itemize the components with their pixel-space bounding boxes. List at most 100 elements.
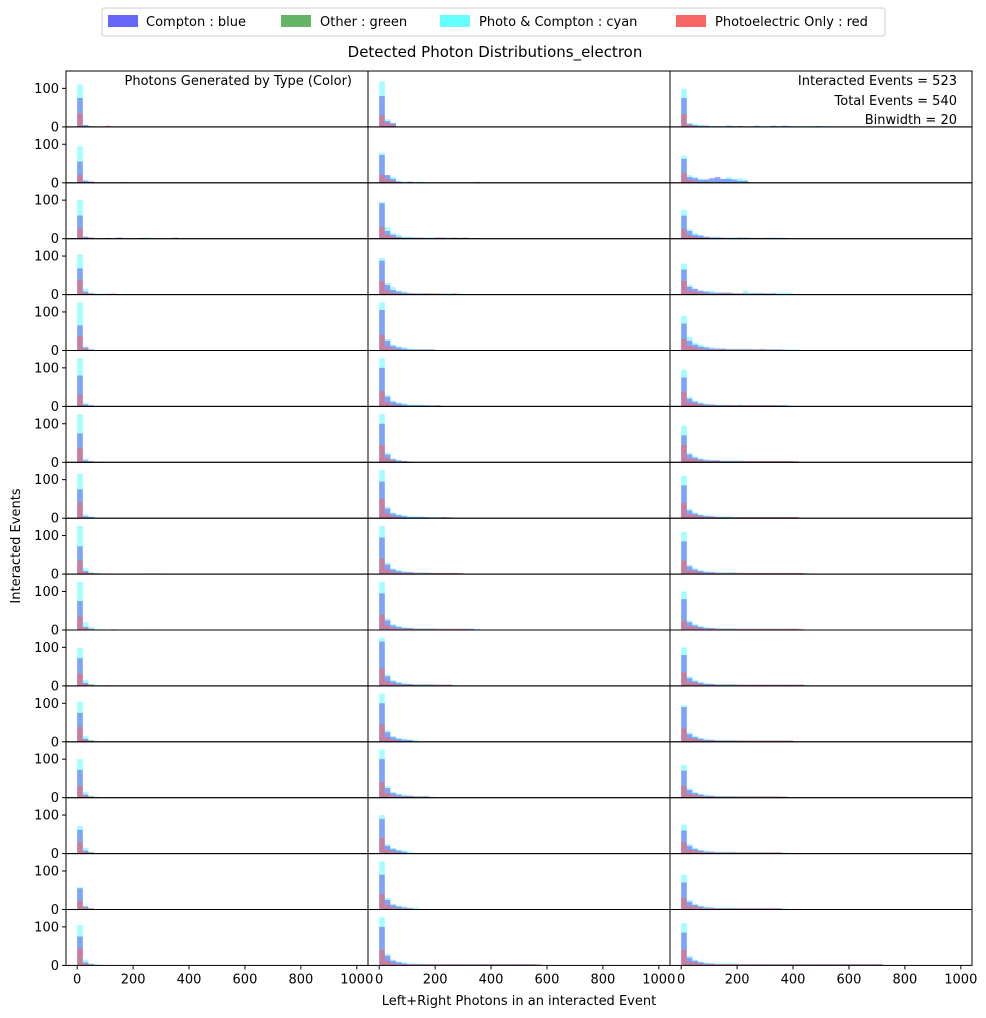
bar-compton (407, 405, 413, 407)
bar-photo-only (681, 502, 687, 519)
bar-photo-only (714, 684, 721, 686)
bar-photo-only (787, 628, 794, 630)
y-tick-label: 100 (34, 250, 59, 265)
bar-photo-only (686, 570, 693, 575)
bar-photo-compton (93, 796, 100, 798)
bar-compton (418, 517, 424, 519)
bar-photo-only (703, 572, 710, 575)
bar-photo-only (390, 851, 396, 854)
bar-photo-only (709, 517, 715, 519)
histogram-panel: 0 100 (34, 294, 369, 359)
panel-frame (669, 629, 973, 687)
bar-photo-only (692, 459, 698, 463)
bar-photo-only (88, 740, 94, 742)
bar-photo-only (384, 569, 391, 575)
y-tick-label: 0 (51, 176, 59, 191)
bar-photo-only (77, 948, 83, 966)
bar-photo-only (770, 796, 777, 798)
bar-compton (742, 180, 749, 183)
bar-photo-only (748, 964, 754, 966)
bar-compton (468, 628, 475, 630)
histogram-panel: 0 100 (34, 573, 369, 639)
bar-compton (395, 460, 402, 463)
bar-photo-only (440, 572, 447, 575)
histogram-panel (367, 70, 671, 128)
x-tick-label: 1000 (642, 972, 675, 987)
panel-frame (65, 685, 369, 743)
bar-photo-only (379, 444, 385, 463)
bar-photo-compton (93, 628, 100, 630)
bar-photo-only (390, 180, 396, 183)
histogram-panel: 0 100 (34, 629, 369, 694)
bar-photo-only (748, 461, 754, 463)
bar-compton (692, 234, 698, 239)
panel-frame (669, 461, 973, 519)
bar-photo-only (709, 684, 715, 686)
bar-compton (395, 738, 402, 742)
bar-compton (77, 215, 83, 239)
bar-photo-only (457, 628, 464, 630)
bar-photo-only (709, 964, 715, 966)
panel-frame (367, 517, 671, 575)
bar-photo-only (82, 292, 89, 295)
annotation-total-events: Total Events = 540 (834, 94, 957, 109)
histogram-panel (367, 461, 671, 519)
bar-photo-only (88, 572, 94, 575)
bar-photo-only (737, 796, 743, 798)
x-tick-label: 800 (590, 972, 615, 987)
bar-compton (384, 732, 391, 742)
panel-frame (669, 573, 973, 631)
y-tick-label: 0 (51, 624, 59, 639)
bar-photo-only (759, 852, 766, 854)
bar-photo-only (681, 173, 687, 183)
bar-compton (681, 599, 687, 630)
bar-photo-only (535, 964, 542, 966)
bar-photo-only (731, 293, 738, 295)
histogram-panel (367, 350, 671, 407)
bar-compton (418, 405, 424, 407)
histogram-panel: 0 100 (34, 350, 369, 415)
y-tick-label: 0 (51, 512, 59, 527)
bar-photo-only (765, 461, 771, 463)
bar-compton (703, 179, 710, 183)
bar-photo-only (686, 514, 693, 519)
bar-photo-only (759, 461, 766, 463)
histogram-panel: 0 100 (34, 685, 369, 750)
bar-photo-only (423, 796, 430, 798)
bar-photo-only (753, 796, 760, 798)
bar-photo-only (463, 628, 469, 630)
y-tick-label: 0 (51, 903, 59, 918)
bar-photo-only (390, 292, 396, 295)
bar-compton (77, 601, 83, 630)
bar-photo-compton (144, 237, 150, 239)
bar-photo-only (418, 572, 424, 575)
panel-frame (65, 853, 369, 910)
bar-compton (116, 237, 122, 239)
bar-photo-only (742, 684, 749, 686)
histogram-panel (367, 685, 671, 743)
bar-photo-only (407, 572, 413, 575)
bar-photo-only (714, 517, 721, 519)
bar-compton (384, 284, 391, 295)
bar-photo-only (507, 964, 514, 966)
histogram-panel (367, 517, 671, 575)
bar-compton (390, 234, 396, 239)
bar-photo-only (384, 681, 391, 686)
bar-photo-only (821, 964, 827, 966)
panel-frame (367, 238, 671, 296)
panel-frame (669, 126, 973, 184)
bar-photo-only (390, 516, 396, 519)
bar-photo-only (692, 291, 698, 295)
bar-photo-only (737, 964, 743, 966)
bar-photo-compton (787, 405, 794, 407)
histogram-panel (669, 405, 973, 463)
panel-frame (367, 685, 671, 743)
histogram-panel (367, 853, 671, 910)
bar-photo-only (390, 683, 396, 686)
bar-photo-only (776, 628, 782, 630)
histogram-panel: 0 200 400 600 800 1000 (367, 909, 675, 987)
bar-photo-only (748, 684, 754, 686)
bar-photo-only (412, 572, 419, 575)
bar-photo-only (697, 237, 704, 239)
bar-photo-only (720, 964, 726, 966)
